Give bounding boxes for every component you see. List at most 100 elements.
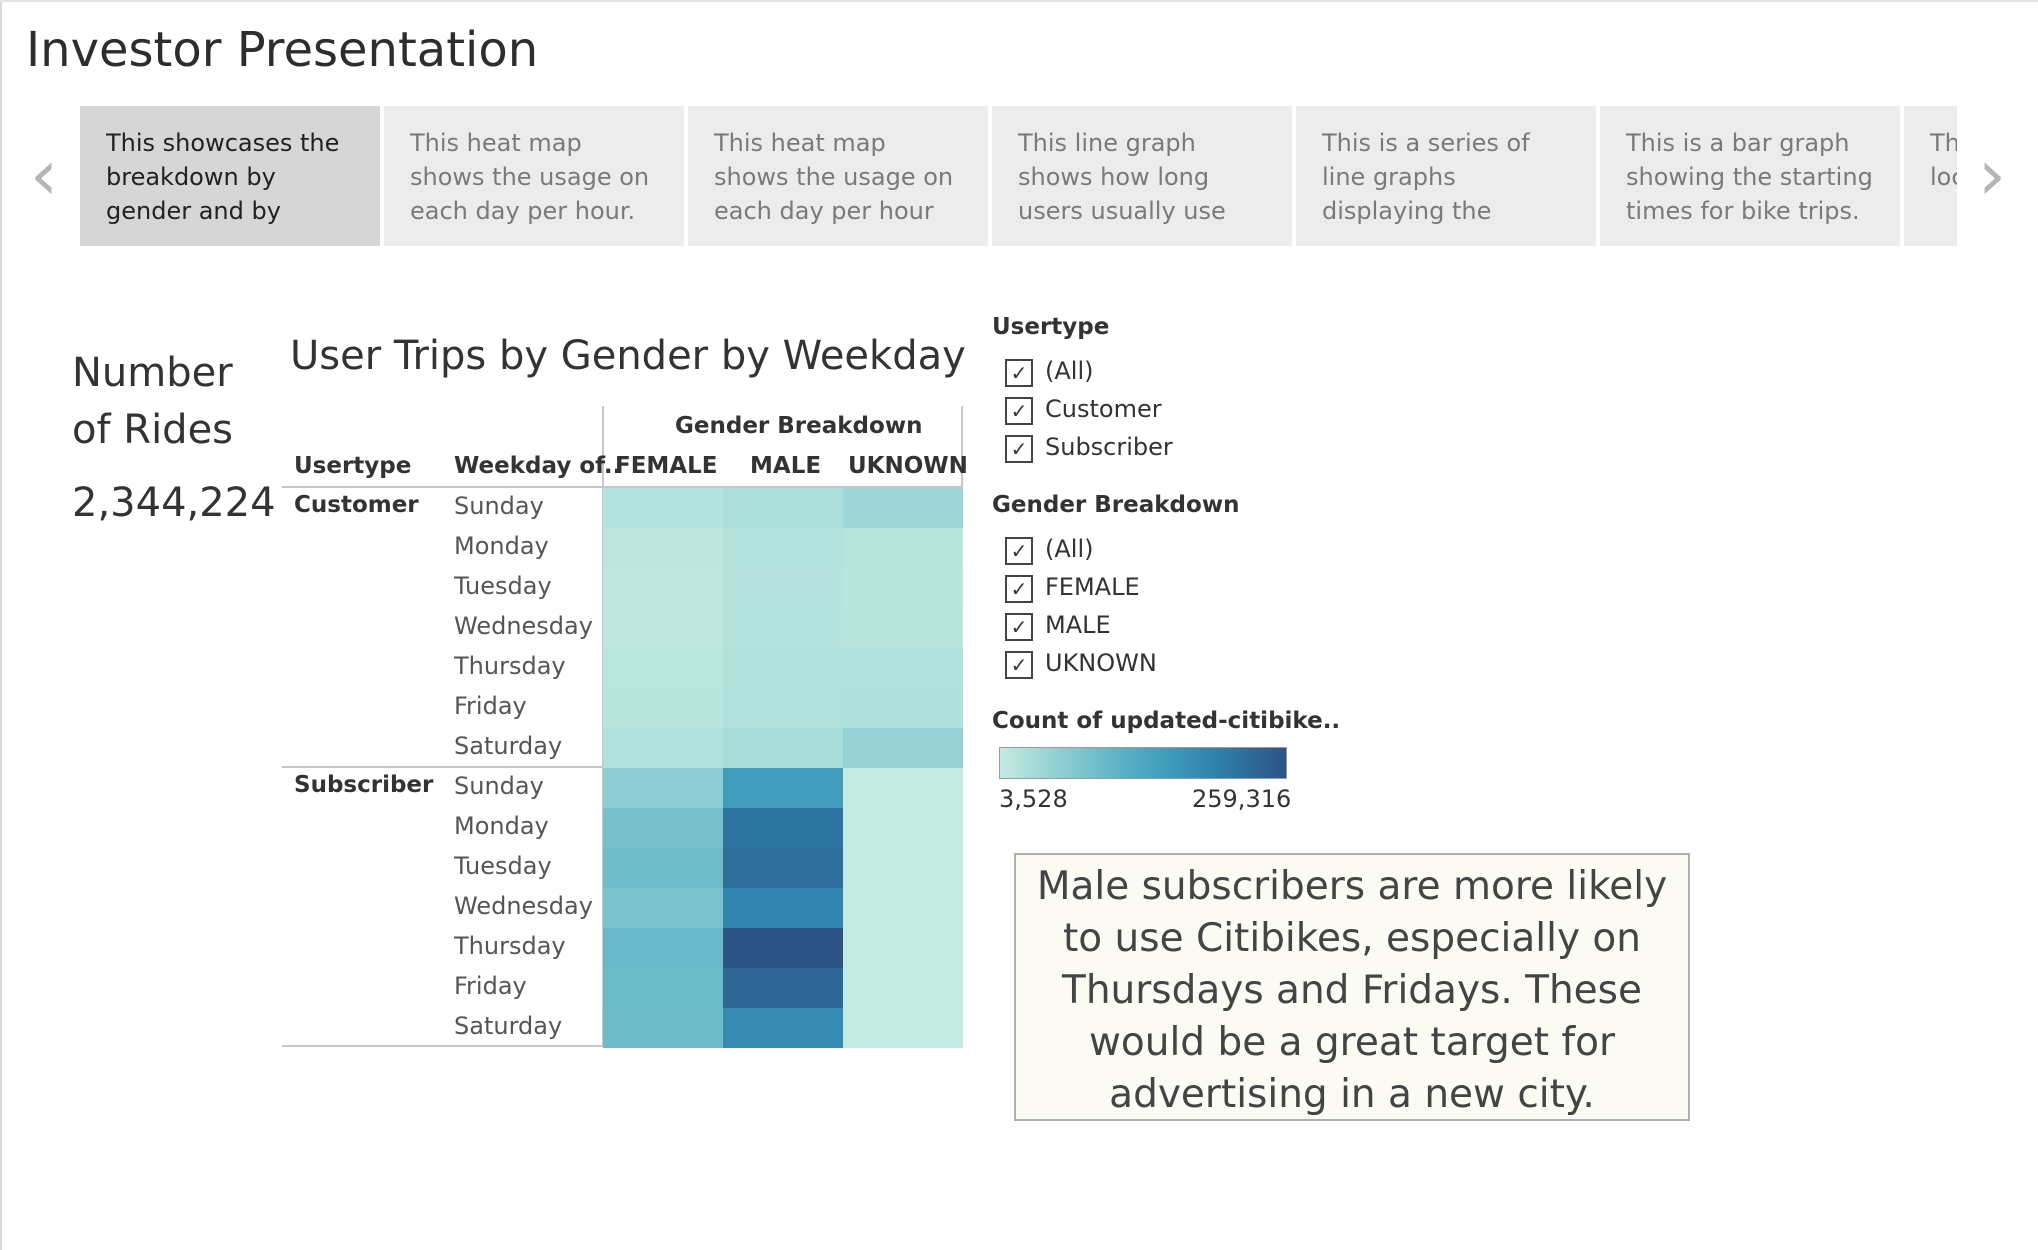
story-point-text: This heat map shows the usage on each da…	[410, 129, 650, 225]
color-legend-gradient	[999, 747, 1287, 779]
heatmap-cell[interactable]	[843, 688, 963, 728]
heatmap-cell[interactable]	[603, 488, 723, 528]
dashboard-title: Investor Presentation	[26, 22, 539, 78]
heatmap-cell[interactable]	[843, 528, 963, 568]
weekday-header: Weekday of..	[454, 453, 622, 479]
heatmap-cell[interactable]	[603, 848, 723, 888]
heatmap-cell[interactable]	[603, 928, 723, 968]
weekday-row-label: Wednesday	[454, 892, 593, 920]
story-point-6[interactable]: This is a bar graph showing the starting…	[1600, 106, 1900, 246]
heatmap-cell[interactable]	[603, 728, 723, 768]
weekday-row-label: Saturday	[454, 1012, 563, 1040]
checkbox-checked-icon[interactable]: ✓	[1005, 359, 1033, 387]
weekday-row-label: Saturday	[454, 732, 563, 760]
checkbox-checked-icon[interactable]: ✓	[1005, 397, 1033, 425]
story-point-3[interactable]: This heat map shows the usage on each da…	[688, 106, 988, 246]
story-point-text: This displays the locations	[1930, 129, 1957, 191]
chart-title: User Trips by Gender by Weekday	[290, 333, 966, 379]
heatmap-cell[interactable]	[723, 848, 843, 888]
heatmap-grid[interactable]	[603, 488, 963, 1048]
weekday-row-label: Friday	[454, 692, 527, 720]
heatmap-cell[interactable]	[843, 968, 963, 1008]
heatmap-cell[interactable]	[843, 848, 963, 888]
heatmap-cell[interactable]	[723, 488, 843, 528]
filter-usertype-title: Usertype	[992, 314, 1110, 340]
story-point-2[interactable]: This heat map shows the usage on each da…	[384, 106, 684, 246]
heatmap-cell[interactable]	[603, 648, 723, 688]
heatmap-cell[interactable]	[723, 528, 843, 568]
story-point-text: This is a series of line graphs displayi…	[1322, 129, 1530, 225]
heatmap-cell[interactable]	[843, 1008, 963, 1048]
heatmap-cell[interactable]	[723, 888, 843, 928]
story-point-text: This heat map shows the usage on each da…	[714, 129, 954, 225]
heatmap-cell[interactable]	[843, 648, 963, 688]
story-point-4[interactable]: This line graph shows how long users usu…	[992, 106, 1292, 246]
filter-option-label: MALE	[1045, 611, 1111, 639]
filter-option-label: FEMALE	[1045, 573, 1140, 601]
checkbox-checked-icon[interactable]: ✓	[1005, 651, 1033, 679]
heatmap-cell[interactable]	[723, 568, 843, 608]
heatmap-cell[interactable]	[603, 968, 723, 1008]
left-border	[0, 0, 2, 1250]
checkbox-checked-icon[interactable]: ✓	[1005, 435, 1033, 463]
heatmap-cell[interactable]	[843, 568, 963, 608]
heatmap-cell[interactable]	[843, 888, 963, 928]
story-point-5[interactable]: This is a series of line graphs displayi…	[1296, 106, 1596, 246]
heatmap-cell[interactable]	[723, 928, 843, 968]
heatmap-cell[interactable]	[723, 768, 843, 808]
color-legend-title: Count of updated-citibike..	[992, 708, 1341, 734]
heatmap-cell[interactable]	[603, 688, 723, 728]
filter-option-label: (All)	[1045, 535, 1094, 563]
checkbox-checked-icon[interactable]: ✓	[1005, 613, 1033, 641]
column-header-female: FEMALE	[615, 453, 718, 479]
heatmap-cell[interactable]	[723, 688, 843, 728]
heatmap-cell[interactable]	[723, 648, 843, 688]
filter-gender-title: Gender Breakdown	[992, 492, 1240, 518]
header-bottom-line	[282, 486, 963, 488]
column-header-right-border	[961, 406, 963, 488]
heatmap-cell[interactable]	[723, 728, 843, 768]
heatmap-cell[interactable]	[603, 1008, 723, 1048]
story-point-7[interactable]: This displays the locations	[1904, 106, 1957, 246]
heatmap-cell[interactable]	[603, 608, 723, 648]
filter-option-label: UKNOWN	[1045, 649, 1157, 677]
group-label-subscriber: Subscriber	[294, 772, 434, 798]
weekday-row-label: Thursday	[454, 932, 566, 960]
filter-option-label: (All)	[1045, 357, 1094, 385]
story-point-1[interactable]: This showcases the breakdown by gender a…	[80, 106, 380, 246]
heatmap-cell[interactable]	[843, 768, 963, 808]
chevron-left-icon[interactable]: ‹	[30, 134, 58, 216]
weekday-row-label: Friday	[454, 972, 527, 1000]
checkbox-checked-icon[interactable]: ✓	[1005, 575, 1033, 603]
heatmap-cell[interactable]	[723, 1008, 843, 1048]
weekday-row-label: Tuesday	[454, 852, 552, 880]
heatmap-cell[interactable]	[723, 968, 843, 1008]
checkbox-checked-icon[interactable]: ✓	[1005, 537, 1033, 565]
chevron-right-icon[interactable]: ›	[1978, 134, 2006, 216]
heatmap-cell[interactable]	[603, 528, 723, 568]
story-point-text: This showcases the breakdown by gender a…	[106, 129, 340, 225]
heatmap-cell[interactable]	[843, 728, 963, 768]
heatmap-cell[interactable]	[603, 768, 723, 808]
column-header-unknown: UKNOWN	[848, 453, 968, 479]
heatmap-cell[interactable]	[603, 808, 723, 848]
heatmap-cell[interactable]	[603, 568, 723, 608]
story-navigator: This showcases the breakdown by gender a…	[80, 106, 1957, 246]
heatmap-cell[interactable]	[843, 488, 963, 528]
weekday-row-label: Wednesday	[454, 612, 593, 640]
weekday-row-label: Sunday	[454, 492, 544, 520]
weekday-row-label: Monday	[454, 812, 549, 840]
heatmap-cell[interactable]	[723, 608, 843, 648]
heatmap-cell[interactable]	[843, 808, 963, 848]
filter-option-label: Subscriber	[1045, 433, 1173, 461]
weekday-row-label: Monday	[454, 532, 549, 560]
kpi-label: Number of Rides	[72, 350, 234, 453]
usertype-header: Usertype	[294, 453, 412, 479]
heatmap-cell[interactable]	[843, 928, 963, 968]
group-label-customer: Customer	[294, 492, 419, 518]
heatmap-cell[interactable]	[723, 808, 843, 848]
filter-option-label: Customer	[1045, 395, 1162, 423]
heatmap-cell[interactable]	[603, 888, 723, 928]
legend-min-label: 3,528	[999, 785, 1068, 813]
heatmap-cell[interactable]	[843, 608, 963, 648]
